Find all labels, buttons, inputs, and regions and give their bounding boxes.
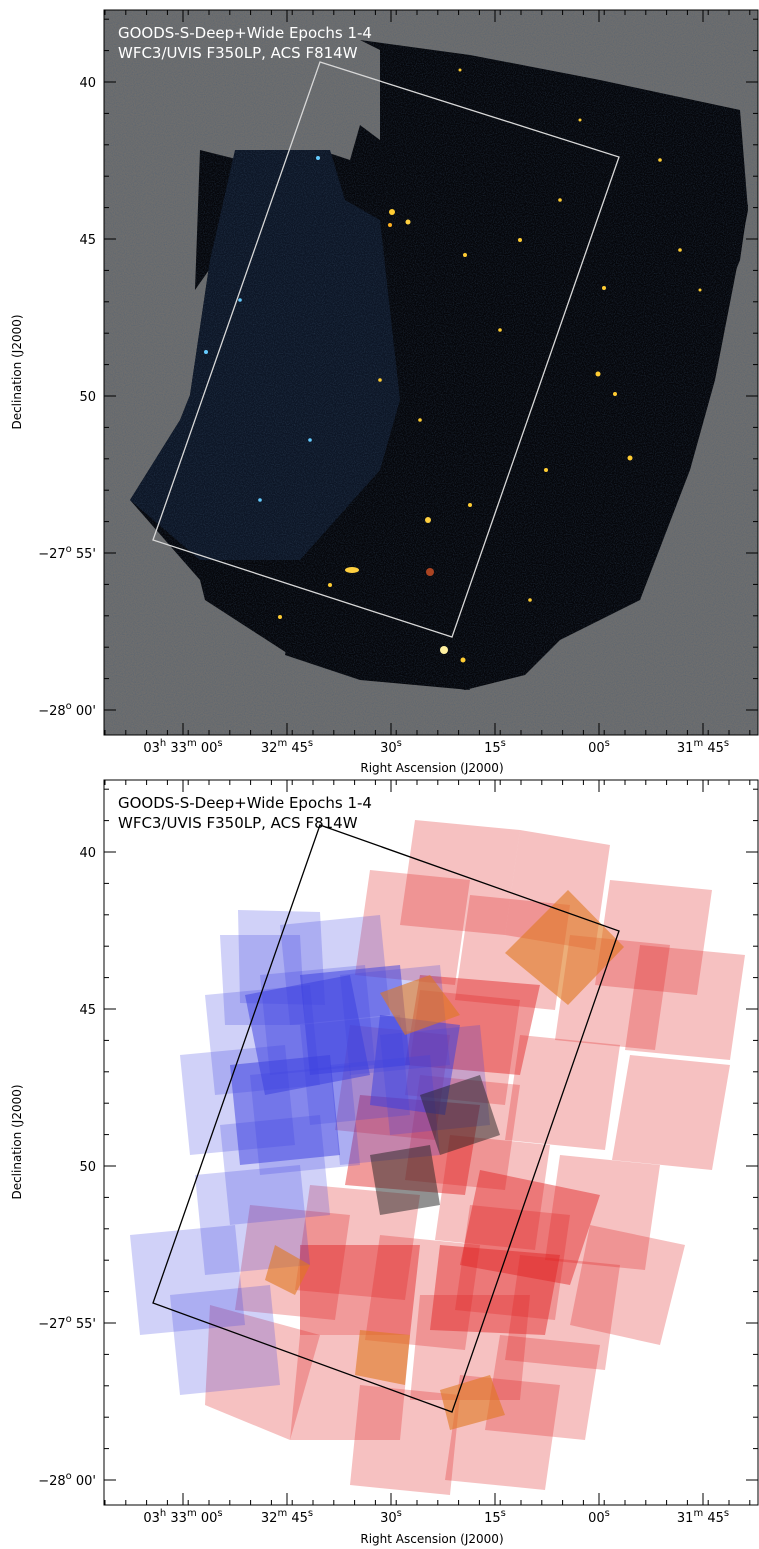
x-tick-label: 30s: [380, 1508, 402, 1526]
plot-title-line2: WFC3/UVIS F350LP, ACS F814W: [118, 44, 358, 62]
x-tick-label: 00s: [588, 738, 610, 756]
x-tick-label: 31m 45s: [677, 1508, 729, 1526]
y-tick-label: −28o 00': [38, 701, 96, 719]
goods-footprint-outline: [152, 824, 620, 1413]
x-tick-label: 15s: [484, 1508, 506, 1526]
image-panel-top: GOODS-S-Deep+Wide Epochs 1-4 WFC3/UVIS F…: [10, 9, 759, 775]
plot-background: [104, 780, 758, 1505]
acs-tiles: [205, 820, 745, 1495]
y-tick-label: 40: [79, 76, 96, 91]
x-tick-label: 03h 33m 00s: [143, 738, 222, 756]
plot-frame: [103, 779, 759, 1506]
y-axis-label: Declination (J2000): [10, 314, 24, 429]
plot-title-line2: WFC3/UVIS F350LP, ACS F814W: [118, 814, 358, 832]
x-tick-label: 32m 45s: [261, 738, 313, 756]
bright-sources: [204, 68, 702, 663]
goods-footprint-outline: [152, 61, 620, 638]
y-tick-label: 40: [79, 846, 96, 861]
x-tick-label: 03h 33m 00s: [143, 1508, 222, 1526]
overlap-core: [370, 1075, 500, 1215]
plot-title-line1: GOODS-S-Deep+Wide Epochs 1-4: [118, 794, 372, 812]
y-tick-label: 50: [79, 390, 96, 405]
axis-ticks: [104, 10, 758, 735]
coverage-map-plot: GOODS-S-Deep+Wide Epochs 1-4 WFC3/UVIS F…: [10, 779, 759, 1546]
x-tick-label: 32m 45s: [261, 1508, 313, 1526]
plot-frame: [103, 9, 759, 736]
overlap-tiles: [265, 890, 624, 1430]
y-tick-label: 45: [79, 1003, 96, 1018]
x-tick-label: 15s: [484, 738, 506, 756]
axis-ticks: [104, 780, 758, 1505]
sky-image-plot: GOODS-S-Deep+Wide Epochs 1-4 WFC3/UVIS F…: [10, 9, 759, 775]
plot-title-line1: GOODS-S-Deep+Wide Epochs 1-4: [118, 24, 372, 42]
x-tick-label: 31m 45s: [677, 738, 729, 756]
y-tick-label: 45: [79, 233, 96, 248]
coverage-map-panel-bottom: GOODS-S-Deep+Wide Epochs 1-4 WFC3/UVIS F…: [0, 775, 759, 1549]
y-tick-label: −27o 55': [38, 544, 96, 562]
y-tick-label: −27o 55': [38, 1314, 96, 1332]
x-tick-label: 30s: [380, 738, 402, 756]
x-axis-label: Right Ascension (J2000): [360, 1532, 503, 1546]
x-axis-label: Right Ascension (J2000): [360, 761, 503, 775]
y-tick-label: −28o 00': [38, 1471, 96, 1489]
y-tick-label: 50: [79, 1160, 96, 1175]
y-axis-label: Declination (J2000): [10, 1084, 24, 1199]
x-tick-label: 00s: [588, 1508, 610, 1526]
